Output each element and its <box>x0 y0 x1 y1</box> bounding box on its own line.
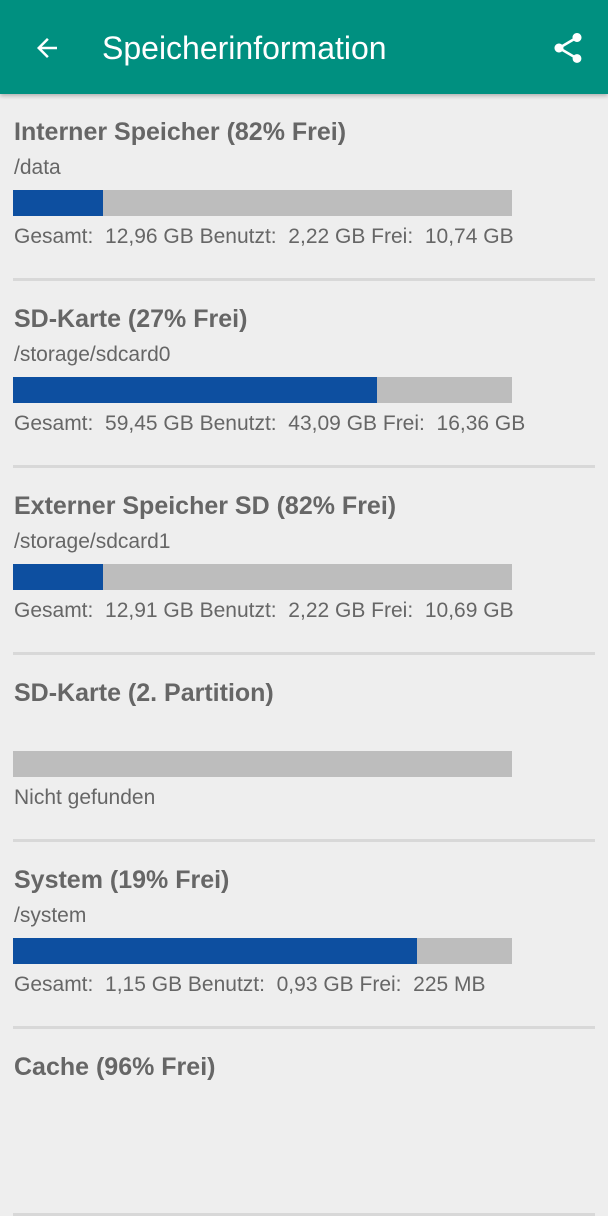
section-title: SD-Karte (27% Frei) <box>14 305 248 333</box>
share-button[interactable] <box>544 24 592 72</box>
back-button[interactable] <box>22 24 72 72</box>
usage-bar <box>13 751 512 777</box>
section-info: Gesamt: 1,15 GB Benutzt: 0,93 GB Frei: 2… <box>14 973 486 996</box>
usage-bar <box>13 377 512 403</box>
storage-section-internal[interactable]: Interner Speicher (82% Frei) /data Gesam… <box>13 94 595 281</box>
section-title: SD-Karte (2. Partition) <box>14 679 274 707</box>
storage-section-sdcard0[interactable]: SD-Karte (27% Frei) /storage/sdcard0 Ges… <box>13 281 595 468</box>
section-info: Gesamt: 12,91 GB Benutzt: 2,22 GB Frei: … <box>14 599 514 622</box>
storage-section-system[interactable]: System (19% Frei) /system Gesamt: 1,15 G… <box>13 842 595 1029</box>
storage-section-sd-partition2[interactable]: SD-Karte (2. Partition) Nicht gefunden <box>13 655 595 842</box>
usage-bar <box>13 564 512 590</box>
section-title: Cache (96% Frei) <box>14 1053 216 1081</box>
usage-bar <box>13 190 512 216</box>
storage-section-cache[interactable]: Cache (96% Frei) <box>13 1029 595 1216</box>
usage-bar-fill <box>13 938 418 964</box>
section-path: /storage/sdcard1 <box>14 530 171 553</box>
page-title: Speicherinformation <box>102 30 387 66</box>
share-icon <box>554 33 582 63</box>
section-info: Gesamt: 59,45 GB Benutzt: 43,09 GB Frei:… <box>14 412 526 435</box>
usage-bar-fill <box>13 564 103 590</box>
storage-list[interactable]: Interner Speicher (82% Frei) /data Gesam… <box>0 94 608 1216</box>
section-title: Interner Speicher (82% Frei) <box>14 118 347 146</box>
section-path: /data <box>14 156 61 179</box>
section-title: System (19% Frei) <box>14 866 230 894</box>
section-title: Externer Speicher SD (82% Frei) <box>14 492 397 520</box>
usage-bar-fill <box>13 377 378 403</box>
section-info: Nicht gefunden <box>14 786 156 809</box>
section-info: Gesamt: 12,96 GB Benutzt: 2,22 GB Frei: … <box>14 225 514 248</box>
usage-bar-fill <box>13 190 103 216</box>
storage-section-external-sd[interactable]: Externer Speicher SD (82% Frei) /storage… <box>13 468 595 655</box>
section-path: /system <box>14 904 87 927</box>
app-bar: Speicherinformation <box>0 0 608 94</box>
arrow-back-icon <box>37 38 57 58</box>
section-path: /storage/sdcard0 <box>14 343 171 366</box>
usage-bar <box>13 938 512 964</box>
